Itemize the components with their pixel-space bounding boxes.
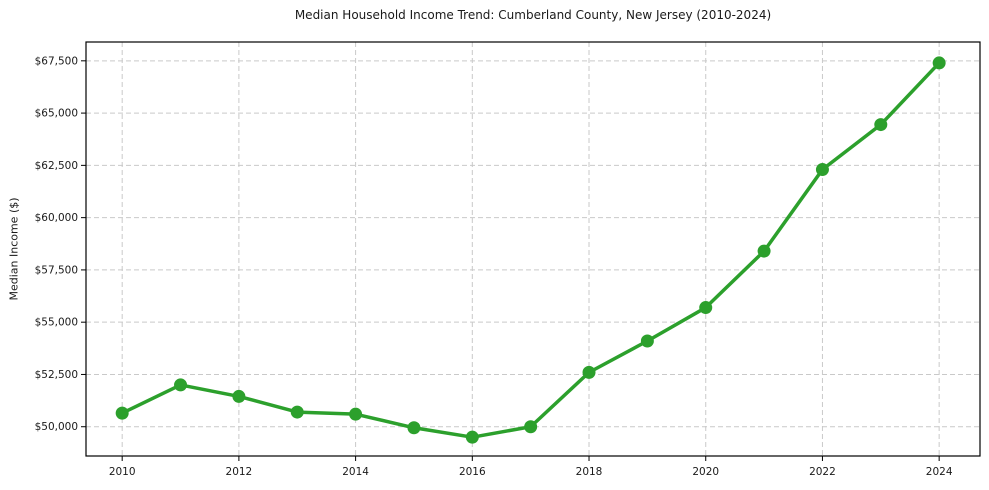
x-tick-label: 2024	[926, 466, 953, 478]
data-point	[582, 365, 596, 379]
data-line	[120, 61, 941, 439]
data-point	[174, 378, 188, 392]
y-tick-label: $65,000	[35, 108, 78, 120]
data-point	[932, 56, 946, 70]
data-point	[232, 389, 246, 403]
y-tick-label: $52,500	[35, 369, 78, 381]
plot-border	[85, 41, 981, 457]
chart-title: Median Household Income Trend: Cumberlan…	[294, 8, 772, 22]
data-point	[699, 301, 713, 315]
data-point	[874, 118, 888, 132]
x-tick-label: 2022	[809, 466, 836, 478]
x-tick-label: 2012	[226, 466, 253, 478]
x-tick-label: 2018	[576, 466, 603, 478]
data-point	[349, 407, 363, 421]
data-point	[465, 430, 479, 444]
y-tick-label: $60,000	[35, 212, 78, 224]
data-point	[115, 406, 129, 420]
x-tick-label: 2014	[342, 466, 369, 478]
y-tick-label: $50,000	[35, 421, 78, 433]
y-tick-label: $67,500	[35, 55, 78, 67]
x-tick-label: 2020	[692, 466, 719, 478]
data-point	[757, 244, 771, 258]
x-tick-label: 2016	[459, 466, 486, 478]
data-point	[524, 420, 538, 434]
x-tick-label: 2010	[109, 466, 136, 478]
data-point	[407, 421, 421, 435]
y-tick-label: $62,500	[35, 160, 78, 172]
data-point	[815, 163, 829, 177]
y-tick-label: $57,500	[35, 264, 78, 276]
y-tick-label: $55,000	[35, 317, 78, 329]
data-point	[640, 334, 654, 348]
data-point	[290, 405, 304, 419]
